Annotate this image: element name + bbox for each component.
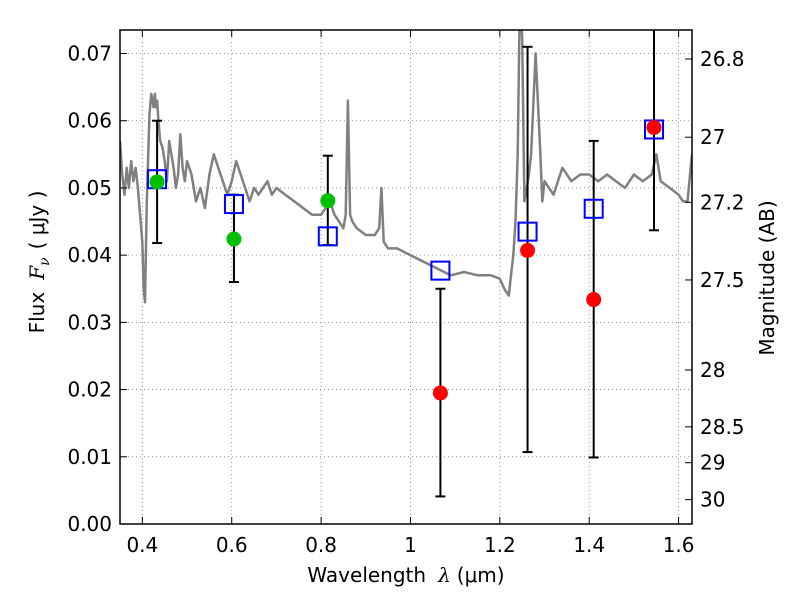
plot-frame [119, 29, 693, 525]
model-photometry-square [583, 198, 604, 219]
y-axis-label: Flux [25, 292, 49, 334]
model-photometry-square [223, 194, 244, 215]
y-axis-symbol: F [25, 265, 49, 281]
y-tick-label: 0.01 [67, 445, 112, 469]
x-axis-label: Wavelength [307, 563, 426, 587]
x-axis-symbol: λ [437, 563, 451, 587]
model-photometry-square [317, 226, 338, 247]
x-tick-label: 1.4 [573, 533, 605, 557]
errorbar-layer [152, 30, 660, 498]
y-tick-label: 0.05 [67, 176, 112, 200]
x-tick-label: 0.4 [126, 533, 158, 557]
model-photometry-square [430, 260, 451, 281]
y2-tick-label: 28.5 [700, 415, 745, 439]
y2-axis-title: Magnitude (AB) [755, 200, 779, 355]
upper-limit-point [520, 242, 536, 258]
detection-point [226, 231, 242, 247]
y2-tick-label: 27.2 [700, 190, 745, 214]
y-tick-label: 0.03 [67, 310, 112, 334]
y2-tick-label: 30 [700, 488, 725, 512]
y-axis-unit: ( μJy ) [25, 191, 49, 250]
y-axis-title: Flux Fν ( μJy ) [25, 191, 53, 334]
y-axis-subscript: ν [37, 257, 53, 266]
spectrum-layer [120, 30, 692, 304]
x-axis-unit: (μm) [457, 563, 505, 587]
y2-tick-label: 26.8 [700, 47, 745, 71]
x-axis-title: Wavelength λ (μm) [307, 563, 504, 587]
y-tick-label: 0.06 [67, 109, 112, 133]
grid [120, 30, 692, 525]
x-tick-label: 1 [404, 533, 417, 557]
spectrum-line [120, 30, 692, 304]
y-tick-label: 0.04 [67, 243, 112, 267]
x-tick-label: 1.6 [663, 533, 695, 557]
detection-point [149, 174, 165, 190]
upper-limit-point [646, 119, 662, 135]
y-tick-label: 0.00 [67, 512, 112, 536]
upper-limit-point [586, 292, 602, 308]
y-tick-label: 0.02 [67, 378, 112, 402]
y2-tick-label: 27 [700, 125, 725, 149]
y2-tick-label: 28 [700, 358, 725, 382]
model-photometry-square [517, 221, 538, 242]
y2-tick-label: 27.5 [700, 268, 745, 292]
tick-layer: 0.4 0.6 0.8 1 1.2 1.4 1.6 0.00 0.01 0.02 0.03 0.04 0… [67, 30, 745, 557]
y2-tick-label: 29 [700, 451, 725, 475]
upper-limit-point [432, 385, 448, 401]
x-tick-label: 1.2 [484, 533, 516, 557]
y-tick-label: 0.07 [67, 42, 112, 66]
detection-point [320, 193, 336, 209]
marker-layer [147, 119, 665, 401]
x-tick-label: 0.6 [216, 533, 248, 557]
x-tick-label: 0.8 [305, 533, 337, 557]
